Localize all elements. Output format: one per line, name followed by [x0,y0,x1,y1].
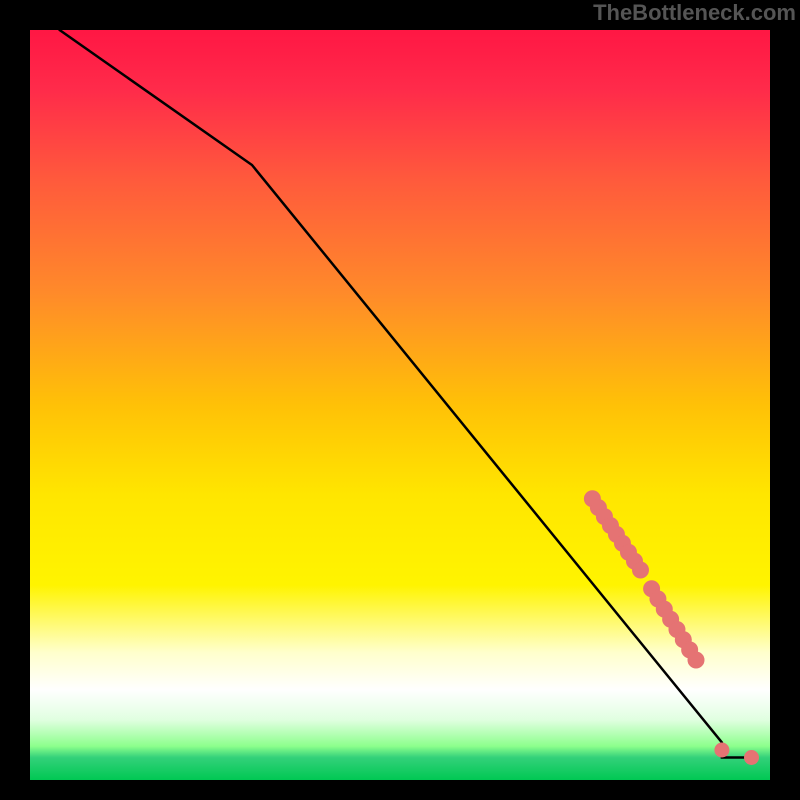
data-point [715,743,729,757]
data-point [688,652,704,668]
data-point [745,751,759,765]
chart-background [30,30,770,780]
watermark-text: TheBottleneck.com [593,0,796,26]
bottleneck-chart [0,0,800,800]
data-point [633,562,649,578]
